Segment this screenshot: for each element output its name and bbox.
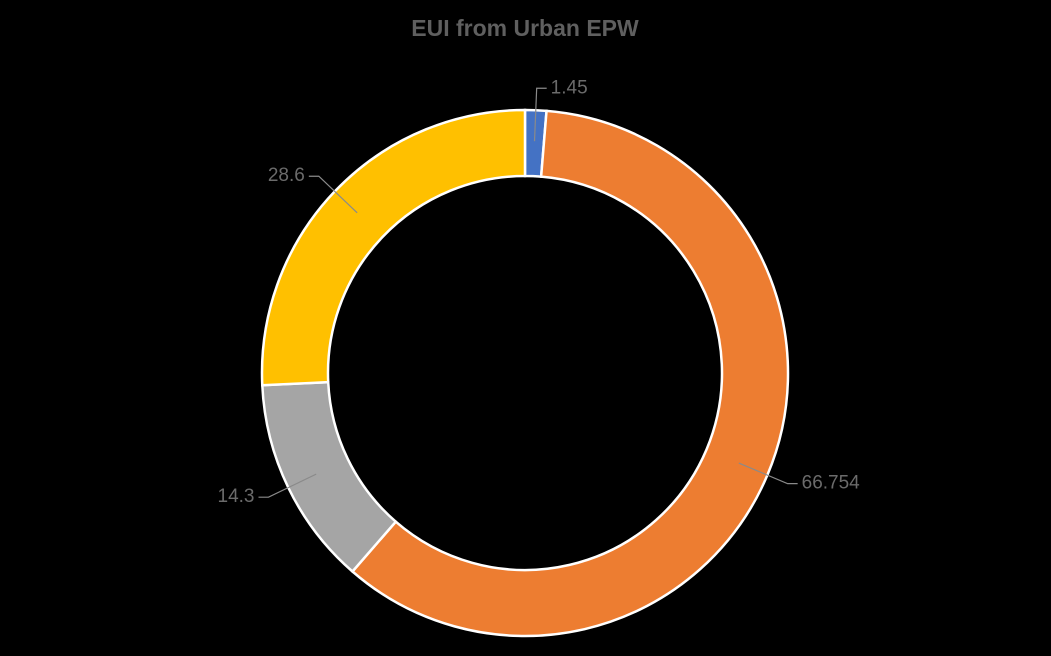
data-label: 1.45 — [551, 77, 588, 98]
data-label: 66.754 — [802, 473, 861, 494]
data-label: 28.6 — [268, 165, 305, 186]
leader-line — [258, 473, 317, 498]
leader-line — [533, 87, 547, 142]
leader-line — [738, 462, 798, 485]
donut-segment — [260, 108, 527, 387]
donut-segment — [350, 109, 790, 638]
leader-line — [308, 175, 358, 214]
chart-title: EUI from Urban EPW — [411, 15, 639, 41]
data-label: 14.3 — [218, 486, 255, 507]
